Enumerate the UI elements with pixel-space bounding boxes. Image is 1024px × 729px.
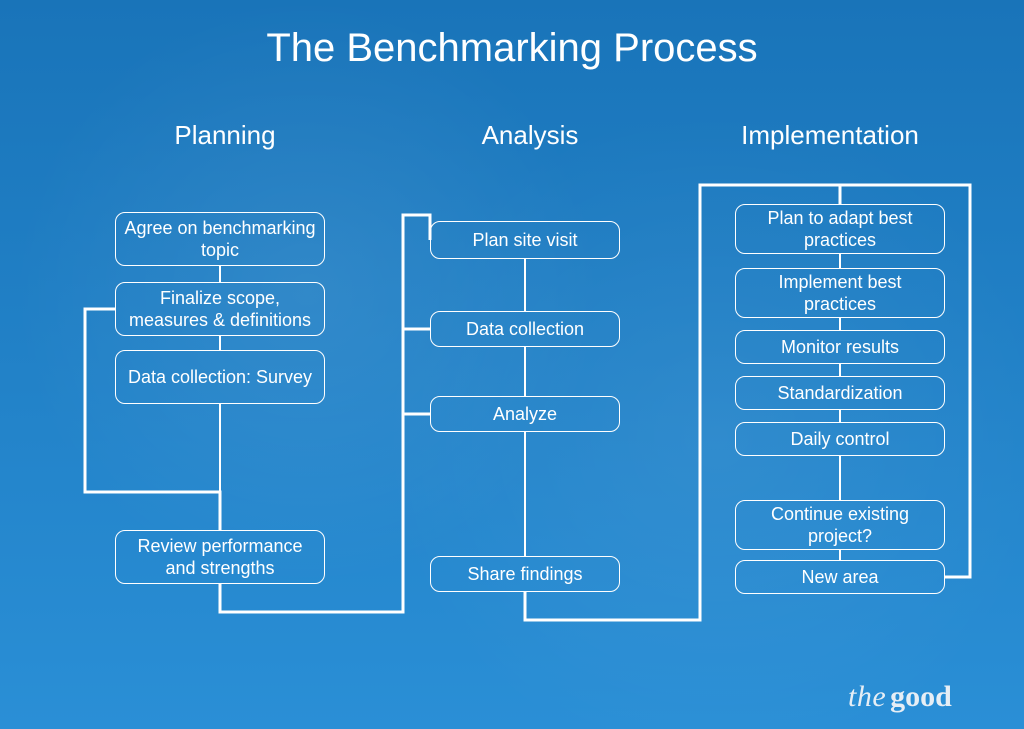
- n-plan-2: Finalize scope, measures & definitions: [115, 282, 325, 336]
- n-plan-4: Review performance and strengths: [115, 530, 325, 584]
- n-ana-2: Data collection: [430, 311, 620, 347]
- n-plan-3: Data collection: Survey: [115, 350, 325, 404]
- page-title: The Benchmarking Process: [0, 26, 1024, 71]
- sec-analysis: Analysis: [430, 120, 630, 151]
- brand-logo: thegood: [848, 680, 952, 714]
- n-ana-3: Analyze: [430, 396, 620, 432]
- n-imp-5: Daily control: [735, 422, 945, 456]
- n-imp-6: Continue existing project?: [735, 500, 945, 550]
- n-imp-4: Standardization: [735, 376, 945, 410]
- n-imp-1: Plan to adapt best practices: [735, 204, 945, 254]
- n-imp-3: Monitor results: [735, 330, 945, 364]
- n-imp-7: New area: [735, 560, 945, 594]
- n-ana-1: Plan site visit: [430, 221, 620, 259]
- n-imp-2: Implement best practices: [735, 268, 945, 318]
- sec-planning: Planning: [115, 120, 335, 151]
- logo-thin: the: [848, 680, 886, 713]
- n-plan-1: Agree on benchmarking topic: [115, 212, 325, 266]
- sec-implementation: Implementation: [700, 120, 960, 151]
- logo-bold: good: [890, 680, 952, 713]
- n-ana-4: Share findings: [430, 556, 620, 592]
